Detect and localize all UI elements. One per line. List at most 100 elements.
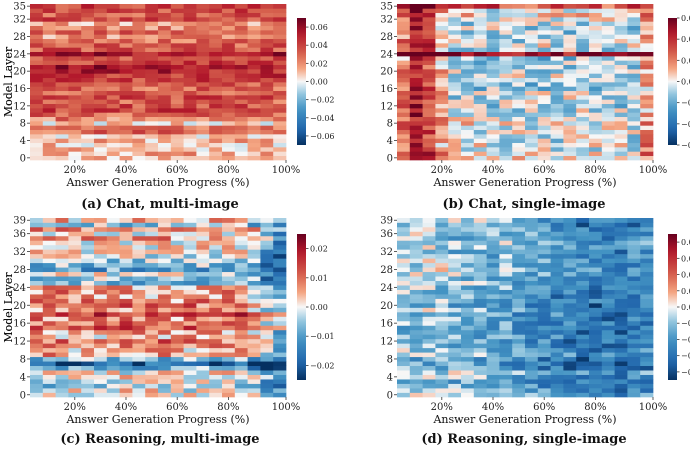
heatmap-cell <box>627 294 641 299</box>
heatmap-cell <box>589 338 603 344</box>
heatmap-cell <box>132 374 146 380</box>
heatmap-cell <box>94 108 108 113</box>
heatmap-cell <box>55 320 69 326</box>
heatmap-cell <box>461 25 475 31</box>
heatmap-cell <box>473 99 487 105</box>
heatmap-cell <box>397 392 411 398</box>
heatmap-cell <box>106 298 120 304</box>
heatmap-cell <box>119 352 133 358</box>
heatmap-cell <box>409 155 423 161</box>
heatmap-cell <box>81 103 95 109</box>
heatmap-cell <box>30 51 44 57</box>
heatmap-cell <box>42 30 56 35</box>
heatmap-cell <box>525 47 539 53</box>
heatmap-cell <box>512 379 526 384</box>
heatmap-cell <box>234 51 248 57</box>
heatmap-cell <box>525 73 539 79</box>
heatmap-cell <box>601 147 615 152</box>
heatmap-cell <box>132 244 146 250</box>
heatmap-cell <box>550 294 564 299</box>
heatmap-cell <box>209 285 223 290</box>
heatmap-cell <box>409 108 423 113</box>
heatmap-cell <box>448 17 462 22</box>
heatmap-cell <box>68 47 82 53</box>
heatmap-cell <box>461 147 475 152</box>
heatmap-cell <box>461 303 475 308</box>
heatmap-cell <box>132 129 146 135</box>
heatmap-cell <box>576 77 590 83</box>
heatmap-cell <box>55 112 69 118</box>
heatmap-cell <box>81 235 95 241</box>
heatmap-cell <box>473 280 487 286</box>
heatmap-cell <box>273 253 287 259</box>
heatmap-cell <box>132 142 146 148</box>
heatmap-cell <box>30 311 44 317</box>
heatmap-cell <box>55 253 69 259</box>
heatmap-cell <box>196 142 210 148</box>
colorbar-tick-label: 0.06 <box>681 14 690 23</box>
heatmap-cell <box>397 38 411 44</box>
heatmap-cell <box>589 258 603 264</box>
colorbar-tick-label: −0.01 <box>310 332 335 341</box>
heatmap-cell <box>589 262 603 268</box>
heatmap-cell <box>106 383 120 389</box>
heatmap-cell <box>196 147 210 152</box>
y-axis-label: Model Layer <box>2 46 15 117</box>
heatmap-cell <box>170 99 184 105</box>
x-axis-label: Answer Generation Progress (%) <box>432 176 616 189</box>
heatmap-cell <box>499 69 513 74</box>
heatmap-cell <box>260 121 274 126</box>
heatmap-cell <box>183 125 197 131</box>
heatmap-cell <box>422 231 436 237</box>
heatmap-cell <box>448 226 462 232</box>
heatmap-cell <box>409 294 423 299</box>
heatmap-cell <box>525 374 539 380</box>
heatmap-cell <box>106 365 120 371</box>
heatmap-cell <box>499 112 513 118</box>
heatmap-cell <box>94 138 108 144</box>
heatmap-cell <box>247 280 261 286</box>
heatmap-cell <box>422 69 436 74</box>
heatmap-cell <box>260 60 274 66</box>
heatmap-cell <box>247 361 261 367</box>
heatmap-cell <box>422 73 436 79</box>
heatmap-cell <box>512 365 526 371</box>
heatmap-cell <box>68 25 82 31</box>
heatmap-cell <box>106 73 120 79</box>
heatmap-cell <box>106 303 120 308</box>
heatmap-cell <box>627 56 641 61</box>
heatmap-cell <box>170 361 184 367</box>
heatmap-cell <box>30 116 44 122</box>
heatmap-cell <box>422 329 436 335</box>
heatmap-cell <box>512 320 526 326</box>
heatmap-cell <box>42 294 56 299</box>
heatmap-cell <box>247 51 261 57</box>
heatmap-cell <box>260 155 274 161</box>
heatmap-cell <box>196 125 210 131</box>
heatmap-cell <box>132 4 146 9</box>
heatmap-cell <box>94 95 108 100</box>
heatmap-cell <box>422 125 436 131</box>
heatmap-cell <box>601 142 615 148</box>
heatmap-cell <box>640 95 654 100</box>
heatmap-cell <box>106 47 120 53</box>
heatmap-cell <box>68 262 82 268</box>
heatmap-cell <box>435 303 449 308</box>
heatmap-cell <box>132 147 146 152</box>
heatmap-cell <box>576 347 590 353</box>
heatmap-cell <box>119 43 133 48</box>
heatmap-cell <box>422 103 436 109</box>
heatmap-cell <box>486 226 500 232</box>
heatmap-cell <box>145 38 159 44</box>
heatmap-cell <box>68 8 82 14</box>
heatmap-cell <box>409 347 423 353</box>
heatmap-cell <box>576 303 590 308</box>
heatmap-cell <box>537 138 551 144</box>
heatmap-cell <box>550 388 564 393</box>
heatmap-cell <box>627 307 641 313</box>
heatmap-cell <box>576 129 590 135</box>
heatmap-cell <box>499 12 513 18</box>
heatmap-cell <box>640 316 654 322</box>
heatmap-cell <box>234 388 248 393</box>
heatmap-cell <box>576 365 590 371</box>
